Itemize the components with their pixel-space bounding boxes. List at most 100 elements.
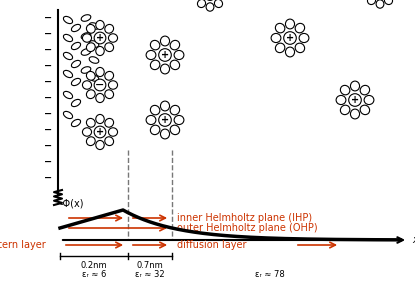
- Ellipse shape: [146, 51, 156, 60]
- Ellipse shape: [161, 129, 170, 139]
- Ellipse shape: [63, 70, 73, 78]
- Text: −: −: [44, 45, 52, 55]
- Ellipse shape: [350, 81, 359, 91]
- Ellipse shape: [86, 90, 95, 99]
- Circle shape: [159, 49, 171, 61]
- Text: x: x: [412, 235, 415, 245]
- Ellipse shape: [63, 16, 73, 23]
- Ellipse shape: [81, 15, 91, 21]
- Ellipse shape: [340, 85, 350, 95]
- Ellipse shape: [276, 43, 285, 53]
- Text: +: +: [96, 33, 104, 43]
- Ellipse shape: [108, 128, 117, 136]
- Ellipse shape: [96, 20, 104, 29]
- Ellipse shape: [150, 125, 160, 135]
- Ellipse shape: [161, 64, 170, 74]
- Ellipse shape: [96, 141, 104, 150]
- Text: −: −: [44, 125, 52, 135]
- Ellipse shape: [286, 47, 295, 57]
- Text: −: −: [44, 29, 52, 39]
- Ellipse shape: [96, 114, 104, 123]
- Ellipse shape: [174, 51, 184, 60]
- Ellipse shape: [170, 105, 180, 115]
- Ellipse shape: [71, 42, 81, 50]
- Ellipse shape: [384, 0, 393, 5]
- Ellipse shape: [286, 19, 295, 29]
- Circle shape: [94, 79, 106, 91]
- Ellipse shape: [170, 125, 180, 135]
- Ellipse shape: [206, 3, 214, 11]
- Ellipse shape: [86, 71, 95, 80]
- Text: −: −: [44, 61, 52, 71]
- Ellipse shape: [86, 118, 95, 127]
- Ellipse shape: [360, 85, 370, 95]
- Text: −: −: [44, 141, 52, 151]
- Text: −: −: [44, 77, 52, 87]
- Ellipse shape: [295, 43, 305, 53]
- Ellipse shape: [63, 34, 73, 42]
- Ellipse shape: [350, 109, 359, 119]
- Circle shape: [349, 94, 361, 106]
- Text: inner Helmholtz plane (IHP): inner Helmholtz plane (IHP): [177, 213, 312, 223]
- Text: +: +: [161, 115, 169, 125]
- Circle shape: [159, 114, 171, 126]
- Ellipse shape: [276, 23, 285, 33]
- Text: +: +: [161, 50, 169, 60]
- Ellipse shape: [83, 128, 92, 136]
- Text: 0.2nm: 0.2nm: [81, 261, 107, 270]
- Ellipse shape: [71, 119, 81, 127]
- Ellipse shape: [86, 43, 95, 51]
- Ellipse shape: [174, 116, 184, 125]
- Ellipse shape: [81, 33, 91, 39]
- Ellipse shape: [105, 24, 114, 33]
- Ellipse shape: [63, 92, 73, 99]
- Text: +: +: [351, 95, 359, 105]
- Ellipse shape: [271, 33, 281, 42]
- Text: −: −: [95, 80, 105, 90]
- Ellipse shape: [161, 101, 170, 111]
- Text: -Φ(x): -Φ(x): [60, 198, 85, 208]
- Ellipse shape: [150, 105, 160, 115]
- Ellipse shape: [71, 61, 81, 68]
- Ellipse shape: [105, 71, 114, 80]
- Ellipse shape: [215, 0, 222, 8]
- Ellipse shape: [71, 78, 81, 85]
- Ellipse shape: [63, 111, 73, 119]
- Ellipse shape: [63, 52, 73, 60]
- Ellipse shape: [108, 81, 117, 89]
- Ellipse shape: [295, 23, 305, 33]
- Ellipse shape: [150, 40, 160, 50]
- Ellipse shape: [170, 40, 180, 50]
- Text: εᵣ ≈ 78: εᵣ ≈ 78: [255, 270, 285, 279]
- Ellipse shape: [96, 93, 104, 103]
- Ellipse shape: [83, 81, 92, 89]
- Circle shape: [94, 32, 106, 44]
- Text: 0.7nm: 0.7nm: [137, 261, 164, 270]
- Ellipse shape: [83, 34, 92, 42]
- Ellipse shape: [146, 116, 156, 125]
- Ellipse shape: [71, 24, 81, 32]
- Ellipse shape: [170, 60, 180, 70]
- Text: −: −: [44, 157, 52, 167]
- Ellipse shape: [105, 118, 114, 127]
- Ellipse shape: [89, 41, 99, 47]
- Ellipse shape: [81, 67, 91, 73]
- Text: −: −: [44, 109, 52, 119]
- Text: diffusion layer: diffusion layer: [177, 240, 247, 250]
- Ellipse shape: [150, 60, 160, 70]
- Ellipse shape: [81, 49, 91, 55]
- Text: outer Helmholtz plane (OHP): outer Helmholtz plane (OHP): [177, 223, 317, 233]
- Ellipse shape: [105, 90, 114, 99]
- Ellipse shape: [299, 33, 309, 42]
- Ellipse shape: [89, 23, 99, 29]
- Circle shape: [284, 32, 296, 44]
- Ellipse shape: [360, 105, 370, 115]
- Ellipse shape: [89, 75, 99, 81]
- Text: εᵣ ≈ 6: εᵣ ≈ 6: [82, 270, 106, 279]
- Ellipse shape: [86, 24, 95, 33]
- Ellipse shape: [96, 46, 104, 56]
- Ellipse shape: [89, 57, 99, 63]
- Ellipse shape: [336, 95, 346, 104]
- Ellipse shape: [340, 105, 350, 115]
- Ellipse shape: [364, 95, 374, 104]
